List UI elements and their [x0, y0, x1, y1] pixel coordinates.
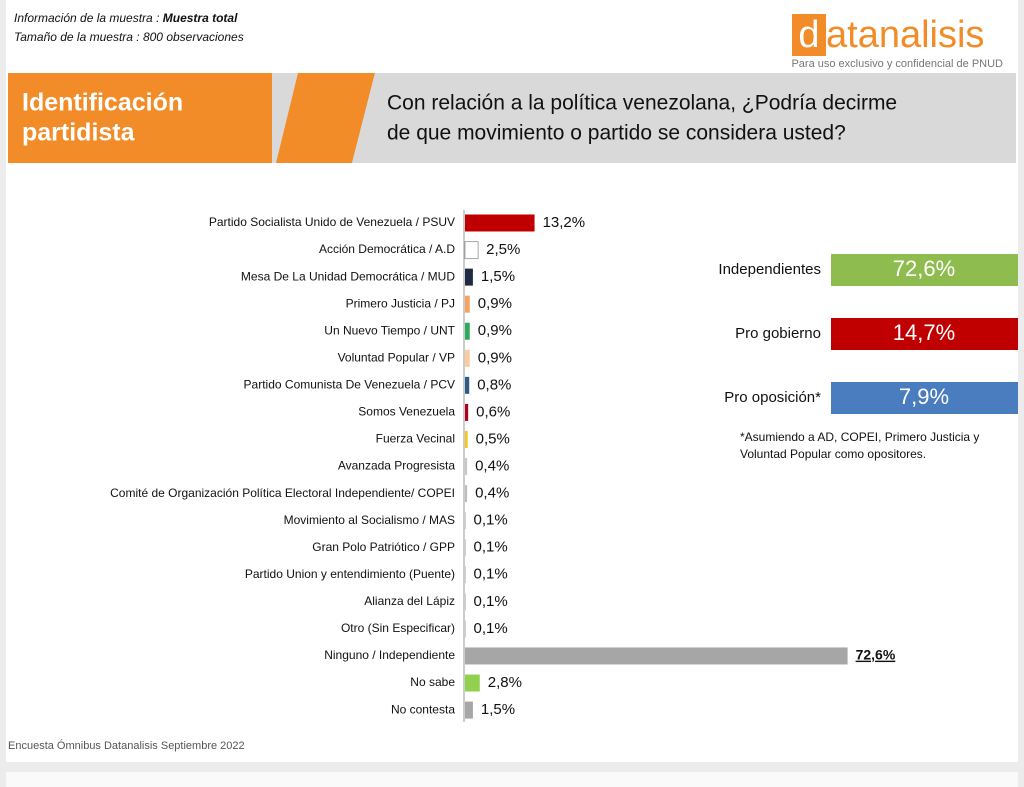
question-line: Con relación a la política venezolana, ¿… [387, 92, 897, 115]
category-label: No contesta [391, 702, 455, 716]
sample-info: Información de la muestra : Muestra tota… [14, 11, 238, 25]
category-label: Acción Democrática / A.D [319, 242, 455, 256]
category-label: Voluntad Popular / VP [338, 350, 455, 364]
category-label: Partido Union y entendimiento (Puente) [245, 567, 455, 581]
category-label: Partido Socialista Unido de Venezuela / … [209, 215, 455, 229]
logo-rest: atanalisis [826, 14, 984, 56]
title-box [8, 73, 272, 163]
category-label: Ninguno / Independiente [324, 648, 455, 662]
bar [465, 268, 473, 286]
bar [465, 674, 480, 692]
value-label: 2,5% [486, 241, 520, 258]
category-label: No sabe [410, 675, 455, 689]
summary-value: 7,9% [899, 384, 949, 409]
logo-box [792, 14, 826, 56]
category-label: Somos Venezuela [358, 405, 455, 419]
bar [465, 295, 470, 313]
bar [465, 322, 470, 340]
category-label: Mesa De La Unidad Democrática / MUD [241, 269, 455, 283]
summary-box [831, 254, 1018, 286]
value-label: 0,1% [474, 620, 508, 637]
footnote: *Asumiendo a AD, COPEI, Primero Justicia… [740, 430, 979, 444]
bar [465, 539, 466, 557]
confidential: Para uso exclusivo y confidencial de PNU… [791, 58, 1003, 70]
category-label: Otro (Sin Especificar) [341, 621, 455, 635]
bar [465, 349, 470, 367]
bar [465, 620, 466, 638]
category-label: Movimiento al Socialismo / MAS [284, 513, 455, 527]
logo-first: d [798, 14, 819, 56]
summary-box [831, 318, 1018, 350]
value-label: 0,8% [477, 376, 511, 393]
value-label: 0,4% [475, 458, 509, 475]
source: Encuesta Ómnibus Datanalisis Septiembre … [8, 739, 245, 752]
title-line: Identificación [22, 89, 183, 117]
sample-value: Muestra total [163, 11, 238, 25]
summary-name: Pro gobierno [735, 325, 821, 342]
bar [465, 512, 466, 530]
footnote: Voluntad Popular como opositores. [740, 447, 926, 461]
value-label: 1,5% [481, 701, 515, 718]
value-label: 0,4% [475, 485, 509, 502]
value-label: 0,1% [474, 539, 508, 556]
banner-stripe [276, 73, 375, 163]
bar [465, 458, 468, 476]
category-label: Partido Comunista De Venezuela / PCV [244, 378, 455, 392]
value-label: 0,6% [476, 403, 510, 420]
category-label: Avanzada Progresista [338, 459, 456, 473]
title-line: partidista [22, 119, 136, 147]
bar [465, 214, 535, 232]
value-label: 0,9% [478, 295, 512, 312]
value-label: 0,1% [474, 512, 508, 529]
summary-name: Pro oposición* [724, 389, 821, 406]
value-label: 2,8% [488, 674, 522, 691]
summary-value: 72,6% [893, 256, 955, 281]
next-slide [6, 772, 1018, 787]
value-label: 0,9% [478, 349, 512, 366]
bar [465, 593, 466, 611]
bar [465, 403, 469, 421]
value-label: 72,6% [856, 647, 896, 663]
category-label: Comité de Organización Política Electora… [110, 486, 455, 500]
bar [465, 485, 468, 503]
question-box [352, 73, 1016, 163]
category-label: Alianza del Lápiz [364, 594, 455, 608]
value-label: 1,5% [481, 268, 515, 285]
sample-label: Información de la muestra : [14, 11, 159, 25]
summary-name: Independientes [718, 261, 821, 278]
summary-value: 14,7% [893, 320, 955, 345]
question-line: de que movimiento o partido se considera… [387, 122, 846, 145]
category-label: Gran Polo Patriótico / GPP [312, 540, 455, 554]
summary-box [831, 382, 1018, 414]
value-label: 13,2% [543, 214, 586, 231]
value-label: 0,1% [474, 593, 508, 610]
sample-size: Tamaño de la muestra : 800 observaciones [14, 30, 244, 44]
bar [465, 566, 466, 584]
value-label: 0,5% [476, 430, 510, 447]
bar [465, 430, 468, 448]
bar [465, 376, 470, 394]
bar [465, 647, 848, 665]
category-label: Fuerza Vecinal [376, 432, 455, 446]
category-label: Un Nuevo Tiempo / UNT [324, 323, 455, 337]
bar [465, 701, 473, 719]
value-label: 0,1% [474, 566, 508, 583]
bar [464, 241, 479, 260]
value-label: 0,9% [478, 322, 512, 339]
category-label: Primero Justicia / PJ [346, 296, 455, 310]
